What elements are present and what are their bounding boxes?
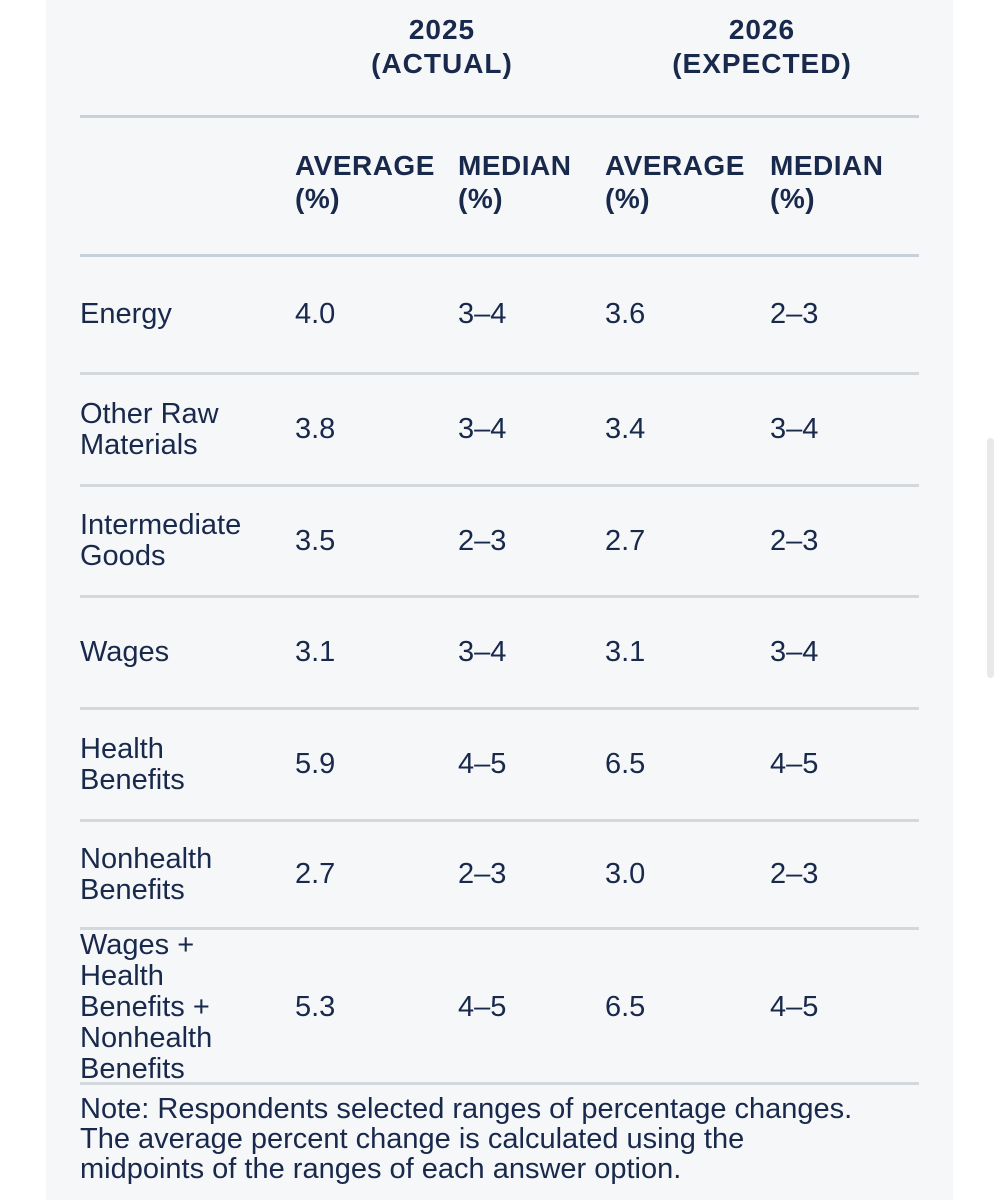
table-row-nonhealth-benefits: Nonhealth Benefits 2.7 2–3 3.0 2–3 bbox=[80, 822, 919, 930]
cell-value: 6.5 bbox=[605, 991, 646, 1023]
row-label: Nonhealth Benefits bbox=[80, 842, 213, 906]
column-header-median-2026: MEDIAN (%) bbox=[770, 150, 884, 214]
cell-value: 2.7 bbox=[295, 858, 336, 890]
column-header-median-2025: MEDIAN (%) bbox=[458, 150, 572, 214]
row-label: Wages bbox=[80, 636, 170, 668]
cell-value: 4.0 bbox=[295, 298, 336, 330]
cell-value: 2–3 bbox=[770, 524, 819, 557]
table-row-health-benefits: Health Benefits 5.9 4–5 6.5 4–5 bbox=[80, 710, 919, 822]
survey-table-panel: 2025 (ACTUAL) 2026 (EXPECTED) AVERAGE (%… bbox=[46, 0, 953, 1200]
cell-value: 5.9 bbox=[295, 748, 336, 780]
row-label: Other Raw Materials bbox=[80, 397, 219, 461]
cell-value: 3.0 bbox=[605, 858, 646, 890]
cell-value: 3–4 bbox=[458, 413, 507, 445]
table-footnote: Note: Respondents selected ranges of per… bbox=[80, 1093, 853, 1185]
row-label: Health Benefits bbox=[80, 732, 185, 796]
cell-value: 6.5 bbox=[605, 748, 646, 780]
cell-value: 2–3 bbox=[770, 858, 819, 890]
row-label: Wages + Health Benefits + Nonhealth Bene… bbox=[80, 929, 213, 1085]
cell-value: 2–3 bbox=[458, 858, 507, 890]
year-group-header-row: 2025 (ACTUAL) 2026 (EXPECTED) bbox=[80, 0, 919, 118]
table-row-wages: Wages 3.1 3–4 3.1 3–4 bbox=[80, 598, 919, 710]
table-row-energy: Energy 4.0 3–4 3.6 2–3 bbox=[80, 257, 919, 375]
cell-value: 3–4 bbox=[770, 413, 819, 445]
cell-value: 4–5 bbox=[458, 748, 507, 780]
cell-value: 3.4 bbox=[605, 413, 646, 445]
cell-value: 2–3 bbox=[458, 524, 507, 557]
cell-value: 2–3 bbox=[770, 298, 819, 330]
scrollbar-track[interactable] bbox=[953, 0, 1001, 1200]
year-group-2026-expected: 2026 (EXPECTED) bbox=[672, 14, 852, 79]
cell-value: 2.7 bbox=[605, 524, 646, 557]
table-row-wages-health-nonhealth-benefits: Wages + Health Benefits + Nonhealth Bene… bbox=[80, 930, 919, 1085]
column-header-row: AVERAGE (%) MEDIAN (%) AVERAGE (%) MEDIA… bbox=[80, 118, 919, 257]
row-label: Energy bbox=[80, 298, 172, 330]
table-row-intermediate-goods: Intermediate Goods 3.5 2–3 2.7 2–3 bbox=[80, 487, 919, 598]
cell-value: 3.8 bbox=[295, 413, 336, 445]
column-header-average-2026: AVERAGE (%) bbox=[605, 150, 745, 214]
cell-value: 3.1 bbox=[295, 636, 336, 668]
cell-value: 3–4 bbox=[458, 636, 507, 668]
scrollbar-thumb[interactable] bbox=[987, 438, 994, 678]
cell-value: 5.3 bbox=[295, 991, 336, 1023]
cell-value: 3.1 bbox=[605, 636, 646, 668]
cell-value: 4–5 bbox=[770, 748, 819, 780]
row-label: Intermediate Goods bbox=[80, 509, 242, 572]
cell-value: 4–5 bbox=[770, 991, 819, 1023]
cell-value: 4–5 bbox=[458, 991, 507, 1023]
cell-value: 3–4 bbox=[770, 636, 819, 668]
column-header-average-2025: AVERAGE (%) bbox=[295, 150, 435, 214]
cell-value: 3.5 bbox=[295, 524, 336, 557]
table-row-other-raw-materials: Other Raw Materials 3.8 3–4 3.4 3–4 bbox=[80, 375, 919, 487]
cell-value: 3.6 bbox=[605, 298, 646, 330]
cell-value: 3–4 bbox=[458, 298, 507, 330]
year-group-2025-actual: 2025 (ACTUAL) bbox=[371, 14, 513, 79]
